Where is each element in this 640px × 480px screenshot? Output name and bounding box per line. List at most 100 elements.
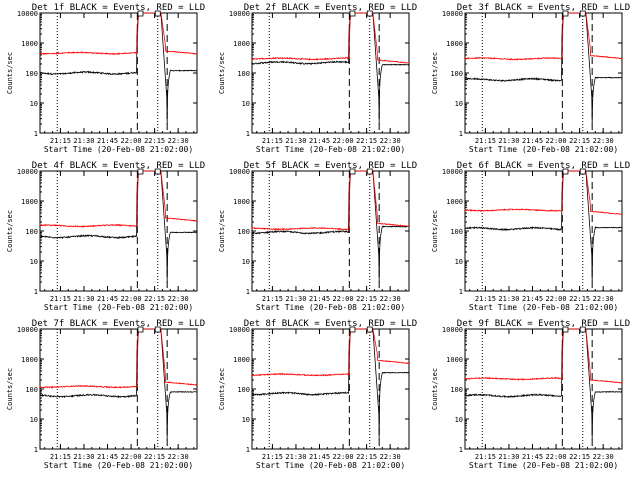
panel-2-xtick-label-5: 22:30 — [380, 137, 401, 145]
panel-6-title: Det 6f BLACK = Events, RED = LLD — [457, 161, 630, 171]
panel-4-events-line — [39, 170, 198, 282]
panel-4-xtick-label-3: 22:00 — [121, 295, 142, 303]
panel-3-ytick-label-3: 1000 — [446, 40, 463, 48]
panel-4-xtick-label-1: 21:30 — [73, 295, 94, 303]
panel-8-ytick-label-0: 1 — [246, 446, 250, 454]
panel-7-xtick-label-1: 21:30 — [73, 453, 94, 461]
panel-7-xtick-label-0: 21:15 — [50, 453, 71, 461]
panel-3-frame — [464, 12, 623, 134]
panel-8-ytick-label-4: 10000 — [229, 326, 250, 334]
panel-9-ytick-label-4: 10000 — [442, 326, 463, 334]
panel-5-xtick-label-3: 22:00 — [333, 295, 354, 303]
panel-5-xtick-label-1: 21:30 — [285, 295, 306, 303]
panel-6-lld-line — [464, 170, 623, 215]
panel-5-saturation-box-0 — [349, 168, 356, 175]
panel-3-ytick-label-2: 100 — [450, 70, 463, 78]
panel-6-xtick-label-3: 22:00 — [546, 295, 567, 303]
panel-4-title: Det 4f BLACK = Events, RED = LLD — [32, 161, 205, 171]
panel-4-ytick-label-1: 10 — [30, 258, 38, 266]
panel-7-xtick-label-3: 22:00 — [121, 453, 142, 461]
panel-9-ytick-label-3: 1000 — [446, 356, 463, 364]
panel-6-xtick-label-1: 21:30 — [498, 295, 519, 303]
panel-1-lld-line — [39, 12, 198, 56]
panel-2-ytick-label-1: 10 — [242, 100, 250, 108]
panel-2-ytick-label-2: 100 — [237, 70, 250, 78]
panel-8-lld-line — [251, 328, 410, 377]
panel-4-xtick-label-5: 22:30 — [168, 295, 189, 303]
panel-3-saturation-box-0 — [562, 10, 569, 17]
panel-2-ytick-label-4: 10000 — [229, 10, 250, 18]
panel-7-lld-line — [39, 328, 198, 389]
panel-6-ytick-label-3: 1000 — [446, 198, 463, 206]
panel-7-xtick-label-5: 22:30 — [168, 453, 189, 461]
panel-6-ytick-label-0: 1 — [459, 288, 463, 296]
panel-4-saturation-box-1 — [154, 168, 161, 175]
panel-5-xtick-label-4: 22:15 — [356, 295, 377, 303]
panel-3-title: Det 3f BLACK = Events, RED = LLD — [457, 3, 630, 13]
panel-3-lld-line — [464, 12, 623, 61]
panel-1-events-line — [39, 12, 198, 124]
panel-1-xtick-label-5: 22:30 — [168, 137, 189, 145]
panel-7-ytick-label-4: 10000 — [17, 326, 38, 334]
panel-2-ytick-label-0: 1 — [246, 130, 250, 138]
panel-8-ytick-label-3: 1000 — [233, 356, 250, 364]
panel-2-saturation-box-1 — [366, 10, 373, 17]
panel-2-xtick-label-1: 21:30 — [285, 137, 306, 145]
panel-5-saturation-box-1 — [366, 168, 373, 175]
panel-8-title: Det 8f BLACK = Events, RED = LLD — [244, 319, 417, 329]
panel-7-ylabel: Counts/sec — [6, 368, 14, 410]
panel-3-ytick-label-1: 10 — [455, 100, 463, 108]
panel-8-xtick-label-0: 21:15 — [262, 453, 283, 461]
panel-9-xtick-label-0: 21:15 — [475, 453, 496, 461]
panel-1-xlabel: Start Time (20-Feb-08 21:02:00) — [44, 145, 193, 154]
panel-1-xtick-label-3: 22:00 — [121, 137, 142, 145]
panel-6-saturation-box-1 — [579, 168, 586, 175]
panel-1-saturation-box-1 — [154, 10, 161, 17]
panel-2-frame — [251, 12, 410, 134]
panel-3-xtick-label-0: 21:15 — [475, 137, 496, 145]
panel-5-ytick-label-3: 1000 — [233, 198, 250, 206]
panel-6-ytick-label-2: 100 — [450, 228, 463, 236]
panel-7-frame — [39, 328, 198, 450]
panel-6-xtick-label-4: 22:15 — [569, 295, 590, 303]
panel-3-ytick-label-0: 1 — [459, 130, 463, 138]
panel-1-ytick-label-0: 1 — [34, 130, 38, 138]
panel-7-ytick-label-3: 1000 — [21, 356, 38, 364]
panel-2-lld-line — [251, 12, 410, 64]
panel-5-ylabel: Counts/sec — [218, 210, 226, 252]
panel-2-xtick-label-3: 22:00 — [333, 137, 354, 145]
panel-9-ylabel: Counts/sec — [431, 368, 439, 410]
panel-5-xlabel: Start Time (20-Feb-08 21:02:00) — [256, 303, 405, 312]
panel-8-xtick-label-3: 22:00 — [333, 453, 354, 461]
panel-1-ytick-label-2: 100 — [25, 70, 38, 78]
panel-1-ytick-label-4: 10000 — [17, 10, 38, 18]
panel-2-xtick-label-4: 22:15 — [356, 137, 377, 145]
panel-8-xtick-label-5: 22:30 — [380, 453, 401, 461]
panel-4-ytick-label-4: 10000 — [17, 168, 38, 176]
panel-6-xtick-label-0: 21:15 — [475, 295, 496, 303]
panel-9-events-line — [464, 328, 623, 440]
panel-6-xlabel: Start Time (20-Feb-08 21:02:00) — [469, 303, 618, 312]
panel-3-xlabel: Start Time (20-Feb-08 21:02:00) — [469, 145, 618, 154]
panel-8-ylabel: Counts/sec — [218, 368, 226, 410]
panel-6-ytick-label-4: 10000 — [442, 168, 463, 176]
panel-4-ytick-label-2: 100 — [25, 228, 38, 236]
panel-8-xtick-label-2: 21:45 — [309, 453, 330, 461]
panel-4-saturation-box-0 — [137, 168, 144, 175]
panel-3-ylabel: Counts/sec — [431, 52, 439, 94]
panel-6-ytick-label-1: 10 — [455, 258, 463, 266]
panel-8-xtick-label-1: 21:30 — [285, 453, 306, 461]
panel-7-title: Det 7f BLACK = Events, RED = LLD — [32, 319, 205, 329]
panel-8-ytick-label-2: 100 — [237, 386, 250, 394]
panel-3-ytick-label-4: 10000 — [442, 10, 463, 18]
panel-9-saturation-box-1 — [579, 326, 586, 333]
panel-1-xtick-label-4: 22:15 — [144, 137, 165, 145]
panel-9-xlabel: Start Time (20-Feb-08 21:02:00) — [469, 461, 618, 470]
panel-4-xtick-label-2: 21:45 — [97, 295, 118, 303]
panel-1-xtick-label-2: 21:45 — [97, 137, 118, 145]
panel-8-saturation-box-0 — [349, 326, 356, 333]
panel-2-ylabel: Counts/sec — [218, 52, 226, 94]
panel-1-xtick-label-0: 21:15 — [50, 137, 71, 145]
panel-6-frame — [464, 170, 623, 292]
panel-4-ytick-label-3: 1000 — [21, 198, 38, 206]
